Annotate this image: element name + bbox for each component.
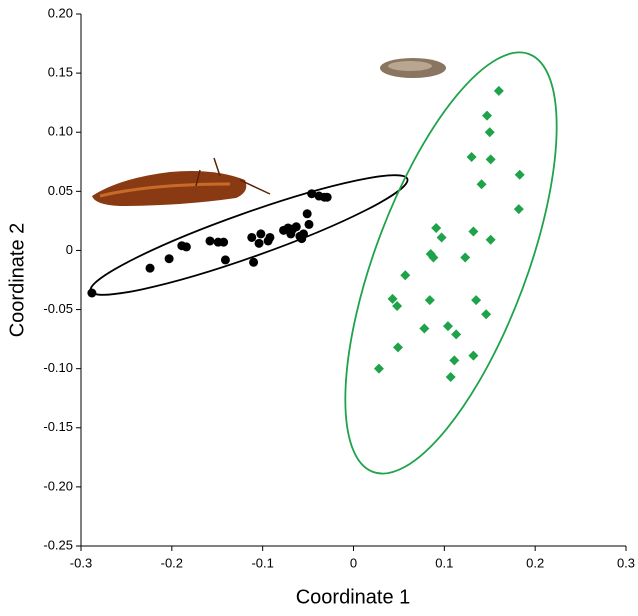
- point: [445, 371, 456, 382]
- y-tick-label: -0.25: [43, 537, 73, 552]
- point: [425, 248, 436, 259]
- larva-image: [380, 58, 446, 78]
- point: [424, 295, 435, 306]
- point: [460, 252, 471, 263]
- point: [466, 152, 477, 163]
- point: [449, 355, 460, 366]
- point: [387, 293, 398, 304]
- point: [249, 257, 259, 267]
- point: [428, 252, 439, 263]
- point: [307, 189, 317, 199]
- point: [431, 222, 442, 233]
- point: [485, 234, 496, 245]
- x-tick-label: 0.1: [435, 555, 453, 570]
- y-axis-title: Coordinate 2: [6, 223, 28, 338]
- point: [254, 238, 264, 248]
- point: [393, 342, 404, 353]
- point: [220, 255, 230, 265]
- point: [485, 154, 496, 165]
- point: [145, 263, 155, 273]
- x-tick-label: -0.3: [70, 555, 92, 570]
- point: [392, 301, 403, 312]
- group-ellipses: [89, 51, 558, 475]
- x-tick-label: 0: [350, 555, 357, 570]
- point: [419, 323, 430, 334]
- x-tick-label: 0.2: [526, 555, 544, 570]
- y-tick-label: 0.05: [48, 183, 73, 198]
- point: [304, 219, 314, 229]
- y-tick-label: 0.15: [48, 65, 73, 80]
- cockroach-image: [92, 157, 271, 206]
- point: [484, 127, 495, 138]
- y-tick-label: -0.20: [43, 478, 73, 493]
- point: [164, 254, 174, 264]
- point: [451, 329, 462, 340]
- y-tick-label: 0.10: [48, 124, 73, 139]
- point: [322, 192, 332, 202]
- point: [468, 226, 479, 237]
- point: [87, 288, 97, 298]
- point: [471, 295, 482, 306]
- point: [219, 237, 229, 247]
- point: [476, 179, 487, 190]
- y-tick-label: -0.05: [43, 301, 73, 316]
- point: [299, 229, 309, 239]
- green-ellipse: [344, 51, 558, 475]
- point: [514, 169, 525, 180]
- y-tick-label: -0.10: [43, 360, 73, 375]
- point: [481, 309, 492, 320]
- point: [482, 110, 493, 121]
- point: [513, 204, 524, 215]
- insect-images: [92, 58, 446, 206]
- point: [442, 321, 453, 332]
- point: [302, 209, 312, 219]
- x-tick-label: -0.1: [251, 555, 273, 570]
- point: [493, 85, 504, 96]
- point: [247, 232, 257, 242]
- point: [265, 232, 275, 242]
- point: [256, 229, 266, 239]
- y-tick-label: 0: [66, 242, 73, 257]
- y-tick-label: -0.15: [43, 419, 73, 434]
- point: [181, 242, 191, 252]
- x-tick-label: -0.2: [161, 555, 183, 570]
- x-axis-title: Coordinate 1: [296, 586, 411, 608]
- point: [400, 270, 411, 281]
- x-tick-label: 0.3: [617, 555, 635, 570]
- point: [468, 350, 479, 361]
- point: [205, 236, 215, 246]
- y-tick-label: 0.20: [48, 5, 73, 20]
- point: [436, 232, 447, 243]
- point: [373, 363, 384, 374]
- point: [291, 222, 301, 232]
